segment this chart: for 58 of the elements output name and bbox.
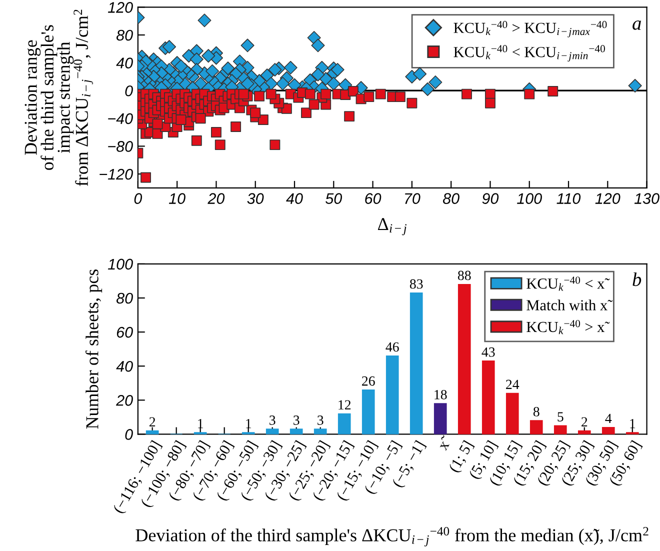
data-label: 3 [270,416,276,425]
x-tick-label: 10 [168,193,186,204]
legend-label: KCU$_{k}$$^{−40}$ > KCU$_{i−jmax}$$^{−40}$ [454,20,607,38]
data-label: 18 [434,390,447,400]
x-tick-label: 130 [634,193,660,204]
legend-label: KCU$_{k}$$^{−40}$ < KCU$_{i−jmin}$$^{−40}$ [454,45,605,62]
x-axis-title: Δ$_{i−j}$ [378,218,407,236]
y-tick-label: 80 [116,292,133,304]
data-label: 4 [605,414,612,424]
y-tick-label: 20 [116,395,133,406]
x-tick-label: 30 [247,193,264,204]
x-tick-label: 80 [442,193,460,204]
y-tick-label: 40 [116,58,133,68]
y-tick-label: −40 [108,113,133,124]
data-label: 3 [294,416,300,425]
x-tick-label: 20 [208,193,225,204]
annotation: b [632,272,642,286]
x-tick-label: x̃ [436,434,452,451]
data-label: 83 [410,279,423,289]
y-tick-label: 120 [108,2,133,13]
x-tick-label: 50 [326,193,342,204]
x-tick-label: 120 [595,193,620,204]
y-tick-label: 80 [116,30,133,41]
x-tick-label: 60 [365,193,382,204]
x-tick-label: 70 [405,193,420,204]
data-label: 2 [149,417,156,426]
data-label: 24 [506,380,520,389]
y-tick-label: 40 [116,360,133,372]
x-axis-title: Deviation of the third sample's ΔKCU$_{i−j}$$^{−40}$ from the median (x̃), J/cm$^{2}$ [136,527,648,546]
x-tick-label: 100 [517,193,542,204]
y-tick-label: −80 [108,141,133,152]
data-label: 1 [246,418,251,428]
x-tick-label: 0 [134,193,142,204]
legend-label: KCU$_{k}$$^{−40}$ < x̃ [526,276,610,291]
data-label: 1 [630,418,636,428]
data-label: 12 [338,400,351,410]
data-label: 3 [318,416,324,425]
x-tick-label: 110 [556,193,581,204]
data-label: 8 [533,406,540,416]
data-label: 46 [386,342,399,352]
data-label: 43 [482,347,495,357]
x-tick-label: 90 [482,193,499,204]
y-tick-label: 100 [108,258,133,270]
y-tick-label: 60 [116,326,133,338]
data-label: 88 [458,270,471,280]
legend-label: Match with x̃ [526,300,613,310]
data-label: 5 [558,412,564,422]
data-label: 26 [362,376,375,386]
annotation: a [632,20,641,30]
data-label: 2 [582,417,588,426]
x-tick-label: 40 [286,193,303,204]
data-label: 1 [198,418,203,428]
y-tick-label: 0 [125,85,133,96]
y-tick-label: −120 [100,168,133,180]
y-tick-label: 0 [125,429,133,440]
legend-label: KCU$_{k}$$^{−40}$ > x̃ [526,320,610,334]
y-axis-title: Number of sheets, pcs [85,269,102,429]
y-axis-title: Deviation range of the third sample's impact strength from ΔKCU$_{i−j}$$^{−40}$, J/cm$^{2}$ [24,10,93,186]
